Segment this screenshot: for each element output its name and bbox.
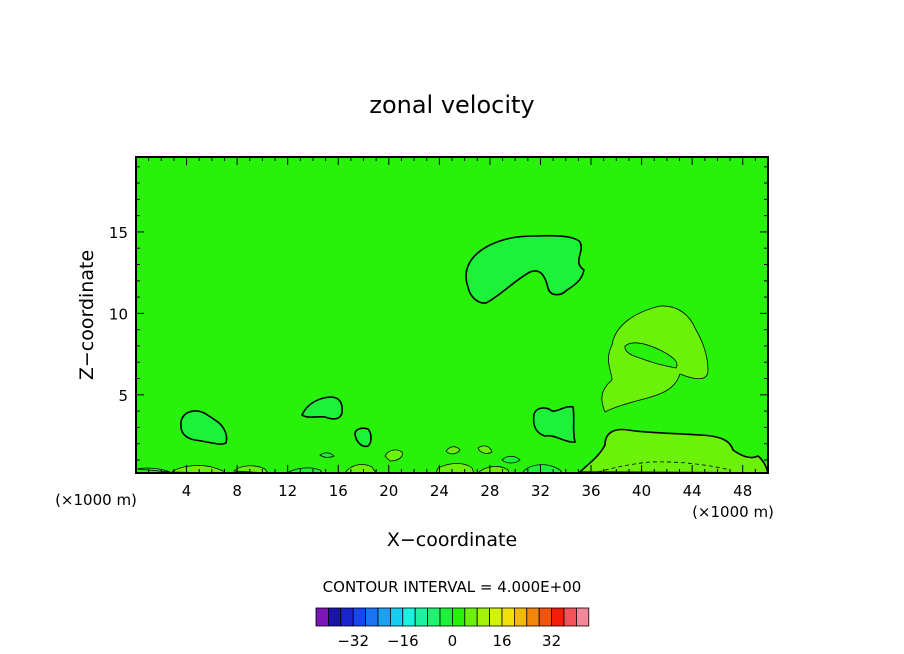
x-tick-label: 32 bbox=[531, 482, 550, 500]
x-tick-label: 44 bbox=[683, 482, 702, 500]
x-tick-label: 12 bbox=[278, 482, 297, 500]
region-inner-contour bbox=[624, 342, 678, 369]
region-left-low bbox=[180, 410, 228, 445]
x-tick-label: 28 bbox=[480, 482, 499, 500]
small-contour bbox=[344, 464, 377, 474]
colorbar-swatch bbox=[526, 607, 540, 627]
x-tick-label: 40 bbox=[632, 482, 651, 500]
colorbar-tick-label: −16 bbox=[387, 632, 419, 650]
colorbar-swatch bbox=[476, 607, 491, 627]
x-axis-label: X−coordinate bbox=[387, 529, 517, 551]
colorbar-swatch bbox=[439, 607, 453, 627]
colorbar-swatch bbox=[340, 607, 354, 627]
chart-title: zonal velocity bbox=[369, 91, 534, 119]
y-axis-label: Z−coordinate bbox=[76, 250, 98, 380]
x-tick-labels: 4 8 12 16 20 24 28 32 36 40 44 48 bbox=[182, 482, 752, 500]
colorbar-swatch bbox=[427, 607, 441, 627]
x-tick-label: 8 bbox=[232, 482, 242, 500]
colorbar-tick-labels: −32 −16 0 16 32 bbox=[337, 632, 561, 650]
region-bottom-right bbox=[578, 428, 770, 474]
colorbar-tick-label: 32 bbox=[542, 632, 561, 650]
colorbar-tick-label: −32 bbox=[337, 632, 369, 650]
colorbar-swatch bbox=[576, 607, 590, 627]
colorbar-swatch bbox=[377, 607, 391, 627]
small-contour bbox=[384, 449, 403, 462]
y-tick-label: 5 bbox=[118, 387, 128, 405]
x-units-right: (×1000 m) bbox=[692, 503, 774, 521]
x-tick-label: 36 bbox=[581, 482, 600, 500]
region-right-low bbox=[532, 405, 577, 443]
colorbar-swatch bbox=[538, 607, 553, 627]
colorbar-swatch bbox=[563, 607, 577, 627]
x-tick-label: 4 bbox=[182, 482, 192, 500]
y-tick-labels: 5 10 15 bbox=[109, 224, 128, 405]
colorbar-swatch bbox=[389, 607, 404, 627]
small-contour bbox=[521, 464, 563, 474]
colorbar-swatch bbox=[327, 607, 342, 627]
region-mid-low bbox=[300, 396, 343, 420]
colorbar-swatch bbox=[315, 607, 329, 627]
small-contour bbox=[445, 446, 461, 455]
colorbar-swatch bbox=[365, 607, 379, 627]
colorbar bbox=[315, 607, 590, 627]
x-tick-label: 48 bbox=[733, 482, 752, 500]
x-units-left: (×1000 m) bbox=[55, 491, 137, 509]
x-tick-label: 16 bbox=[329, 482, 348, 500]
colorbar-swatch bbox=[489, 607, 503, 627]
axis-ticks bbox=[136, 157, 768, 473]
y-tick-label: 10 bbox=[109, 305, 128, 323]
colorbar-tick-label: 16 bbox=[492, 632, 511, 650]
colorbar-tick-label: 0 bbox=[448, 632, 458, 650]
x-tick-label: 24 bbox=[430, 482, 449, 500]
plot-area bbox=[135, 156, 770, 474]
colorbar-swatch bbox=[414, 607, 429, 627]
small-contour bbox=[477, 466, 510, 474]
colorbar-swatch bbox=[514, 607, 528, 627]
colorbar-swatch bbox=[451, 607, 466, 627]
contour-regions bbox=[136, 234, 770, 474]
region-small-cell bbox=[354, 427, 372, 448]
x-tick-label: 20 bbox=[379, 482, 398, 500]
colorbar-swatch bbox=[464, 607, 478, 627]
contour-interval-label: CONTOUR INTERVAL = 4.000E+00 bbox=[323, 578, 582, 596]
colorbar-swatch bbox=[402, 607, 416, 627]
colorbar-swatch bbox=[551, 607, 565, 627]
y-tick-label: 15 bbox=[109, 224, 128, 242]
colorbar-swatch bbox=[352, 607, 367, 627]
region-upper-blob bbox=[465, 234, 585, 304]
small-contour bbox=[477, 445, 493, 454]
dashed-contour bbox=[597, 461, 731, 473]
small-contour bbox=[319, 452, 335, 458]
small-contour bbox=[501, 455, 521, 464]
colorbar-swatch bbox=[501, 607, 515, 627]
